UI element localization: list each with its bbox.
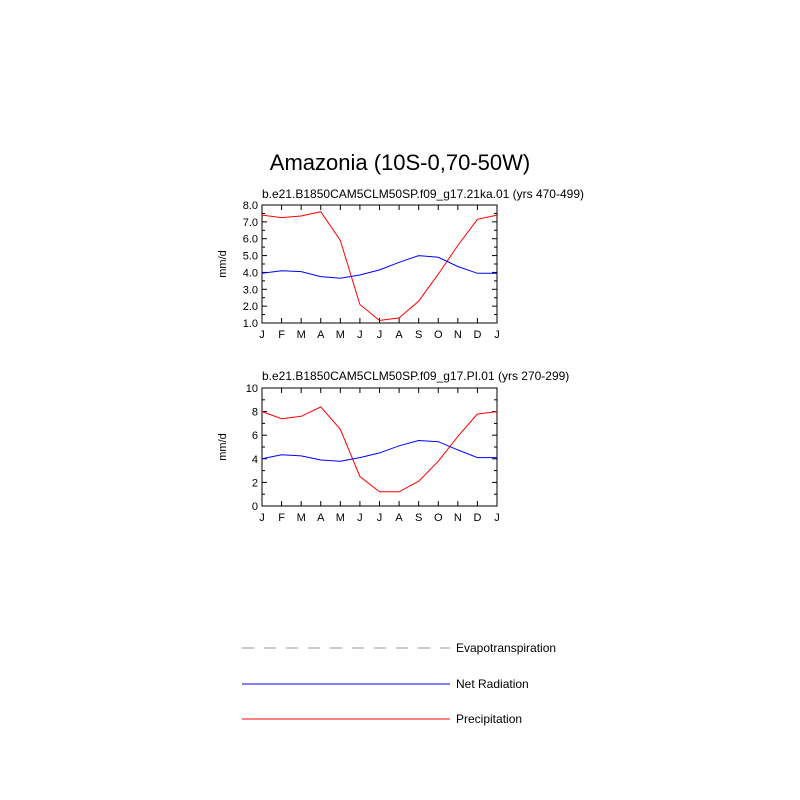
x-tick-label: M (336, 512, 345, 524)
y-tick-label: 2 (252, 477, 258, 489)
x-tick-label: J (377, 329, 383, 341)
x-tick-label: M (336, 329, 345, 341)
panel-1-title: b.e21.B1850CAM5CLM50SP.f09_g17.21ka.01 (… (262, 187, 584, 201)
x-tick-label: J (357, 512, 363, 524)
x-tick-label: A (395, 512, 403, 524)
x-tick-label: J (494, 512, 500, 524)
x-tick-label: D (473, 329, 481, 341)
y-tick-label: 3.0 (243, 284, 258, 296)
x-tick-label: D (473, 512, 481, 524)
y-tick-label: 6.0 (243, 234, 258, 246)
legend-label: Precipitation (456, 712, 522, 726)
y-tick-label: 8 (252, 407, 258, 419)
panel-1-frame (261, 204, 498, 324)
x-tick-label: J (377, 512, 383, 524)
x-tick-label: M (297, 329, 306, 341)
y-tick-label: 7.0 (243, 217, 258, 229)
legend-label: Net Radiation (456, 677, 529, 691)
x-tick-label: F (278, 512, 285, 524)
x-tick-label: A (317, 512, 325, 524)
x-tick-label: J (259, 512, 265, 524)
y-tick-label: 6 (252, 430, 258, 442)
x-tick-label: A (317, 329, 325, 341)
x-tick-label: N (454, 329, 462, 341)
x-tick-label: A (395, 329, 403, 341)
y-tick-label: 0 (252, 501, 258, 513)
x-tick-label: M (297, 512, 306, 524)
y-tick-label: 10 (246, 383, 258, 395)
series-line-net-radiation (261, 255, 497, 279)
y-axis-label: mm/d (217, 250, 229, 278)
series-line-precipitation (261, 211, 498, 322)
x-tick-label: O (434, 329, 443, 341)
x-tick-label: S (415, 512, 422, 524)
series-line-net-radiation (261, 439, 497, 462)
panel-2-title: b.e21.B1850CAM5CLM50SP.f09_g17.PI.01 (yr… (262, 369, 569, 383)
y-tick-label: 8.0 (243, 200, 258, 212)
x-tick-label: J (259, 329, 265, 341)
x-tick-label: S (415, 329, 422, 341)
y-axis-label: mm/d (217, 433, 229, 461)
x-tick-label: O (434, 512, 443, 524)
page-title: Amazonia (10S-0,70-50W) (269, 150, 531, 175)
x-tick-label: N (454, 512, 462, 524)
y-tick-label: 5.0 (243, 251, 258, 263)
x-tick-label: F (278, 329, 285, 341)
x-tick-label: J (494, 329, 500, 341)
y-tick-label: 4 (252, 454, 258, 466)
y-tick-label: 1.0 (243, 318, 258, 330)
y-tick-label: 4.0 (243, 267, 258, 279)
x-tick-label: J (357, 329, 363, 341)
series-line-precipitation (261, 406, 498, 493)
y-tick-label: 2.0 (243, 301, 258, 313)
panel-2-frame (261, 387, 498, 507)
legend-label: Evapotranspiration (456, 641, 556, 655)
